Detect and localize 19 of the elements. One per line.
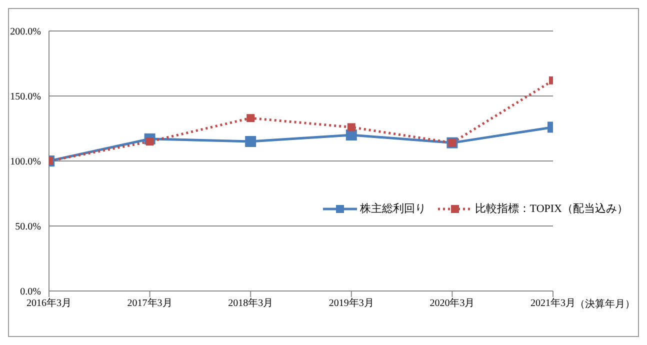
legend-label: 比較指標：TOPIX（配当込み） (474, 202, 628, 216)
y-tick-label: 50.0% (15, 222, 41, 233)
x-tick-label: 2018年3月 (228, 297, 274, 310)
point (245, 136, 256, 147)
point (246, 114, 255, 122)
point (347, 123, 356, 132)
point (346, 130, 357, 140)
point (146, 138, 154, 146)
y-tick-label: 150.0% (10, 92, 41, 103)
x-tick-label: 2017年3月 (127, 297, 172, 310)
x-tick-label: 2016年3月 (26, 297, 72, 310)
x-tick-label: 2020年3月 (430, 297, 475, 310)
x-tick-label: 2019年3月 (328, 297, 374, 310)
legend-label: 株主総利回り (360, 202, 426, 216)
x-axis-title: （決算年月） (575, 298, 635, 311)
x-tick-label: 2021年3月 (530, 297, 576, 310)
y-tick-label: 0.0% (20, 286, 41, 298)
y-tick-label: 200.0% (10, 26, 41, 38)
y-tick-label: 100.0% (10, 156, 41, 168)
